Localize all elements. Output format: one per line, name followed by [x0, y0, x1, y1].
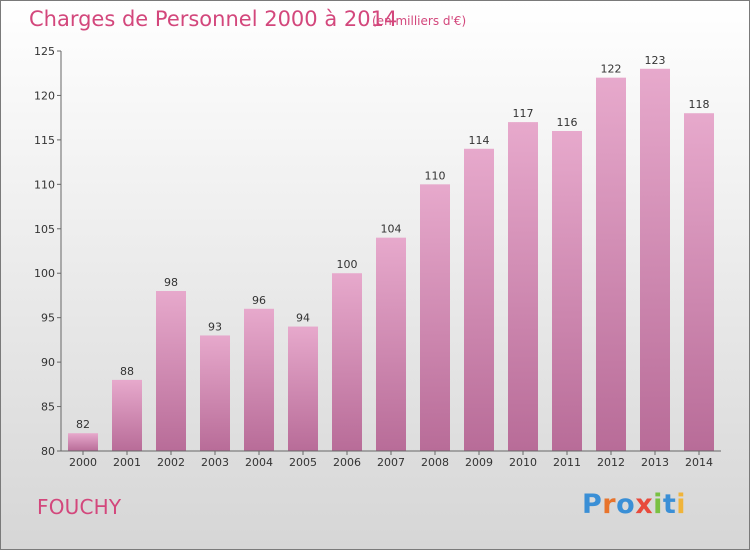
x-tick-label-2006: 2006: [333, 456, 361, 469]
bar-2002: [156, 291, 186, 451]
bar-2009: [464, 148, 494, 451]
x-tick-label-2010: 2010: [509, 456, 537, 469]
x-tick-label-2014: 2014: [685, 456, 713, 469]
value-label-2004: 96: [252, 294, 266, 307]
bar-2007: [376, 237, 406, 451]
y-tick-label-85: 85: [41, 401, 55, 414]
logo-letter: i: [653, 489, 663, 520]
y-tick-label-115: 115: [34, 134, 55, 147]
x-tick-label-2012: 2012: [597, 456, 625, 469]
value-label-2010: 117: [513, 107, 534, 120]
x-tick-label-2008: 2008: [421, 456, 449, 469]
bar-2004: [244, 308, 274, 451]
logo-letter: x: [635, 489, 654, 520]
bar-2011: [552, 131, 582, 451]
y-tick-label-105: 105: [34, 223, 55, 236]
y-tick-label-100: 100: [34, 267, 55, 280]
logo-letter: o: [616, 489, 636, 520]
value-label-2012: 122: [601, 63, 622, 76]
x-tick-label-2002: 2002: [157, 456, 185, 469]
proxiti-logo: Proxiti: [582, 489, 686, 520]
x-tick-label-2003: 2003: [201, 456, 229, 469]
bar-2005: [288, 326, 318, 451]
commune-name: FOUCHY: [37, 495, 122, 519]
y-tick-label-95: 95: [41, 312, 55, 325]
x-tick-label-2005: 2005: [289, 456, 317, 469]
value-label-2006: 100: [337, 258, 358, 271]
chart-title: Charges de Personnel 2000 à 2014: [29, 7, 398, 31]
logo-letter: r: [602, 489, 617, 520]
value-label-2003: 93: [208, 320, 222, 333]
chart-unit: (en milliers d'€): [372, 14, 467, 28]
logo-letter: i: [676, 489, 687, 520]
value-label-2008: 110: [425, 169, 446, 182]
bar-2000: [68, 433, 98, 451]
x-tick-label-2004: 2004: [245, 456, 273, 469]
bars-group: 82 88 98 93 96 94 100 104 110 114 117 116 122 123 118: [68, 54, 714, 452]
value-label-2007: 104: [381, 223, 402, 236]
bar-2014: [684, 113, 714, 451]
value-label-2011: 116: [557, 116, 578, 129]
bar-2010: [508, 122, 538, 451]
x-tick-label-2011: 2011: [553, 456, 581, 469]
y-tick-label-80: 80: [41, 445, 55, 458]
x-tick-label-2013: 2013: [641, 456, 669, 469]
value-label-2002: 98: [164, 276, 178, 289]
value-label-2000: 82: [76, 418, 90, 431]
bar-2012: [596, 77, 626, 452]
y-tick-label-90: 90: [41, 356, 55, 369]
axes-group: 2000 2001 2002 2003 2004 2005 2006 2007 2008 2009…: [34, 45, 721, 469]
value-label-2014: 118: [689, 98, 710, 111]
value-label-2009: 114: [469, 134, 490, 147]
x-tick-label-2000: 2000: [69, 456, 97, 469]
x-tick-label-2009: 2009: [465, 456, 493, 469]
y-tick-label-120: 120: [34, 89, 55, 102]
value-label-2001: 88: [120, 365, 134, 378]
bar-2003: [200, 335, 230, 451]
logo-letter: P: [582, 489, 603, 520]
bar-2008: [420, 184, 450, 452]
logo-letter: t: [662, 489, 677, 520]
x-tick-label-2001: 2001: [113, 456, 141, 469]
bar-2013: [640, 68, 670, 452]
value-label-2005: 94: [296, 312, 310, 325]
y-tick-label-125: 125: [34, 45, 55, 58]
value-label-2013: 123: [645, 54, 666, 67]
bar-2001: [112, 379, 142, 451]
y-tick-label-110: 110: [34, 178, 55, 191]
x-tick-label-2007: 2007: [377, 456, 405, 469]
bar-2006: [332, 273, 362, 451]
